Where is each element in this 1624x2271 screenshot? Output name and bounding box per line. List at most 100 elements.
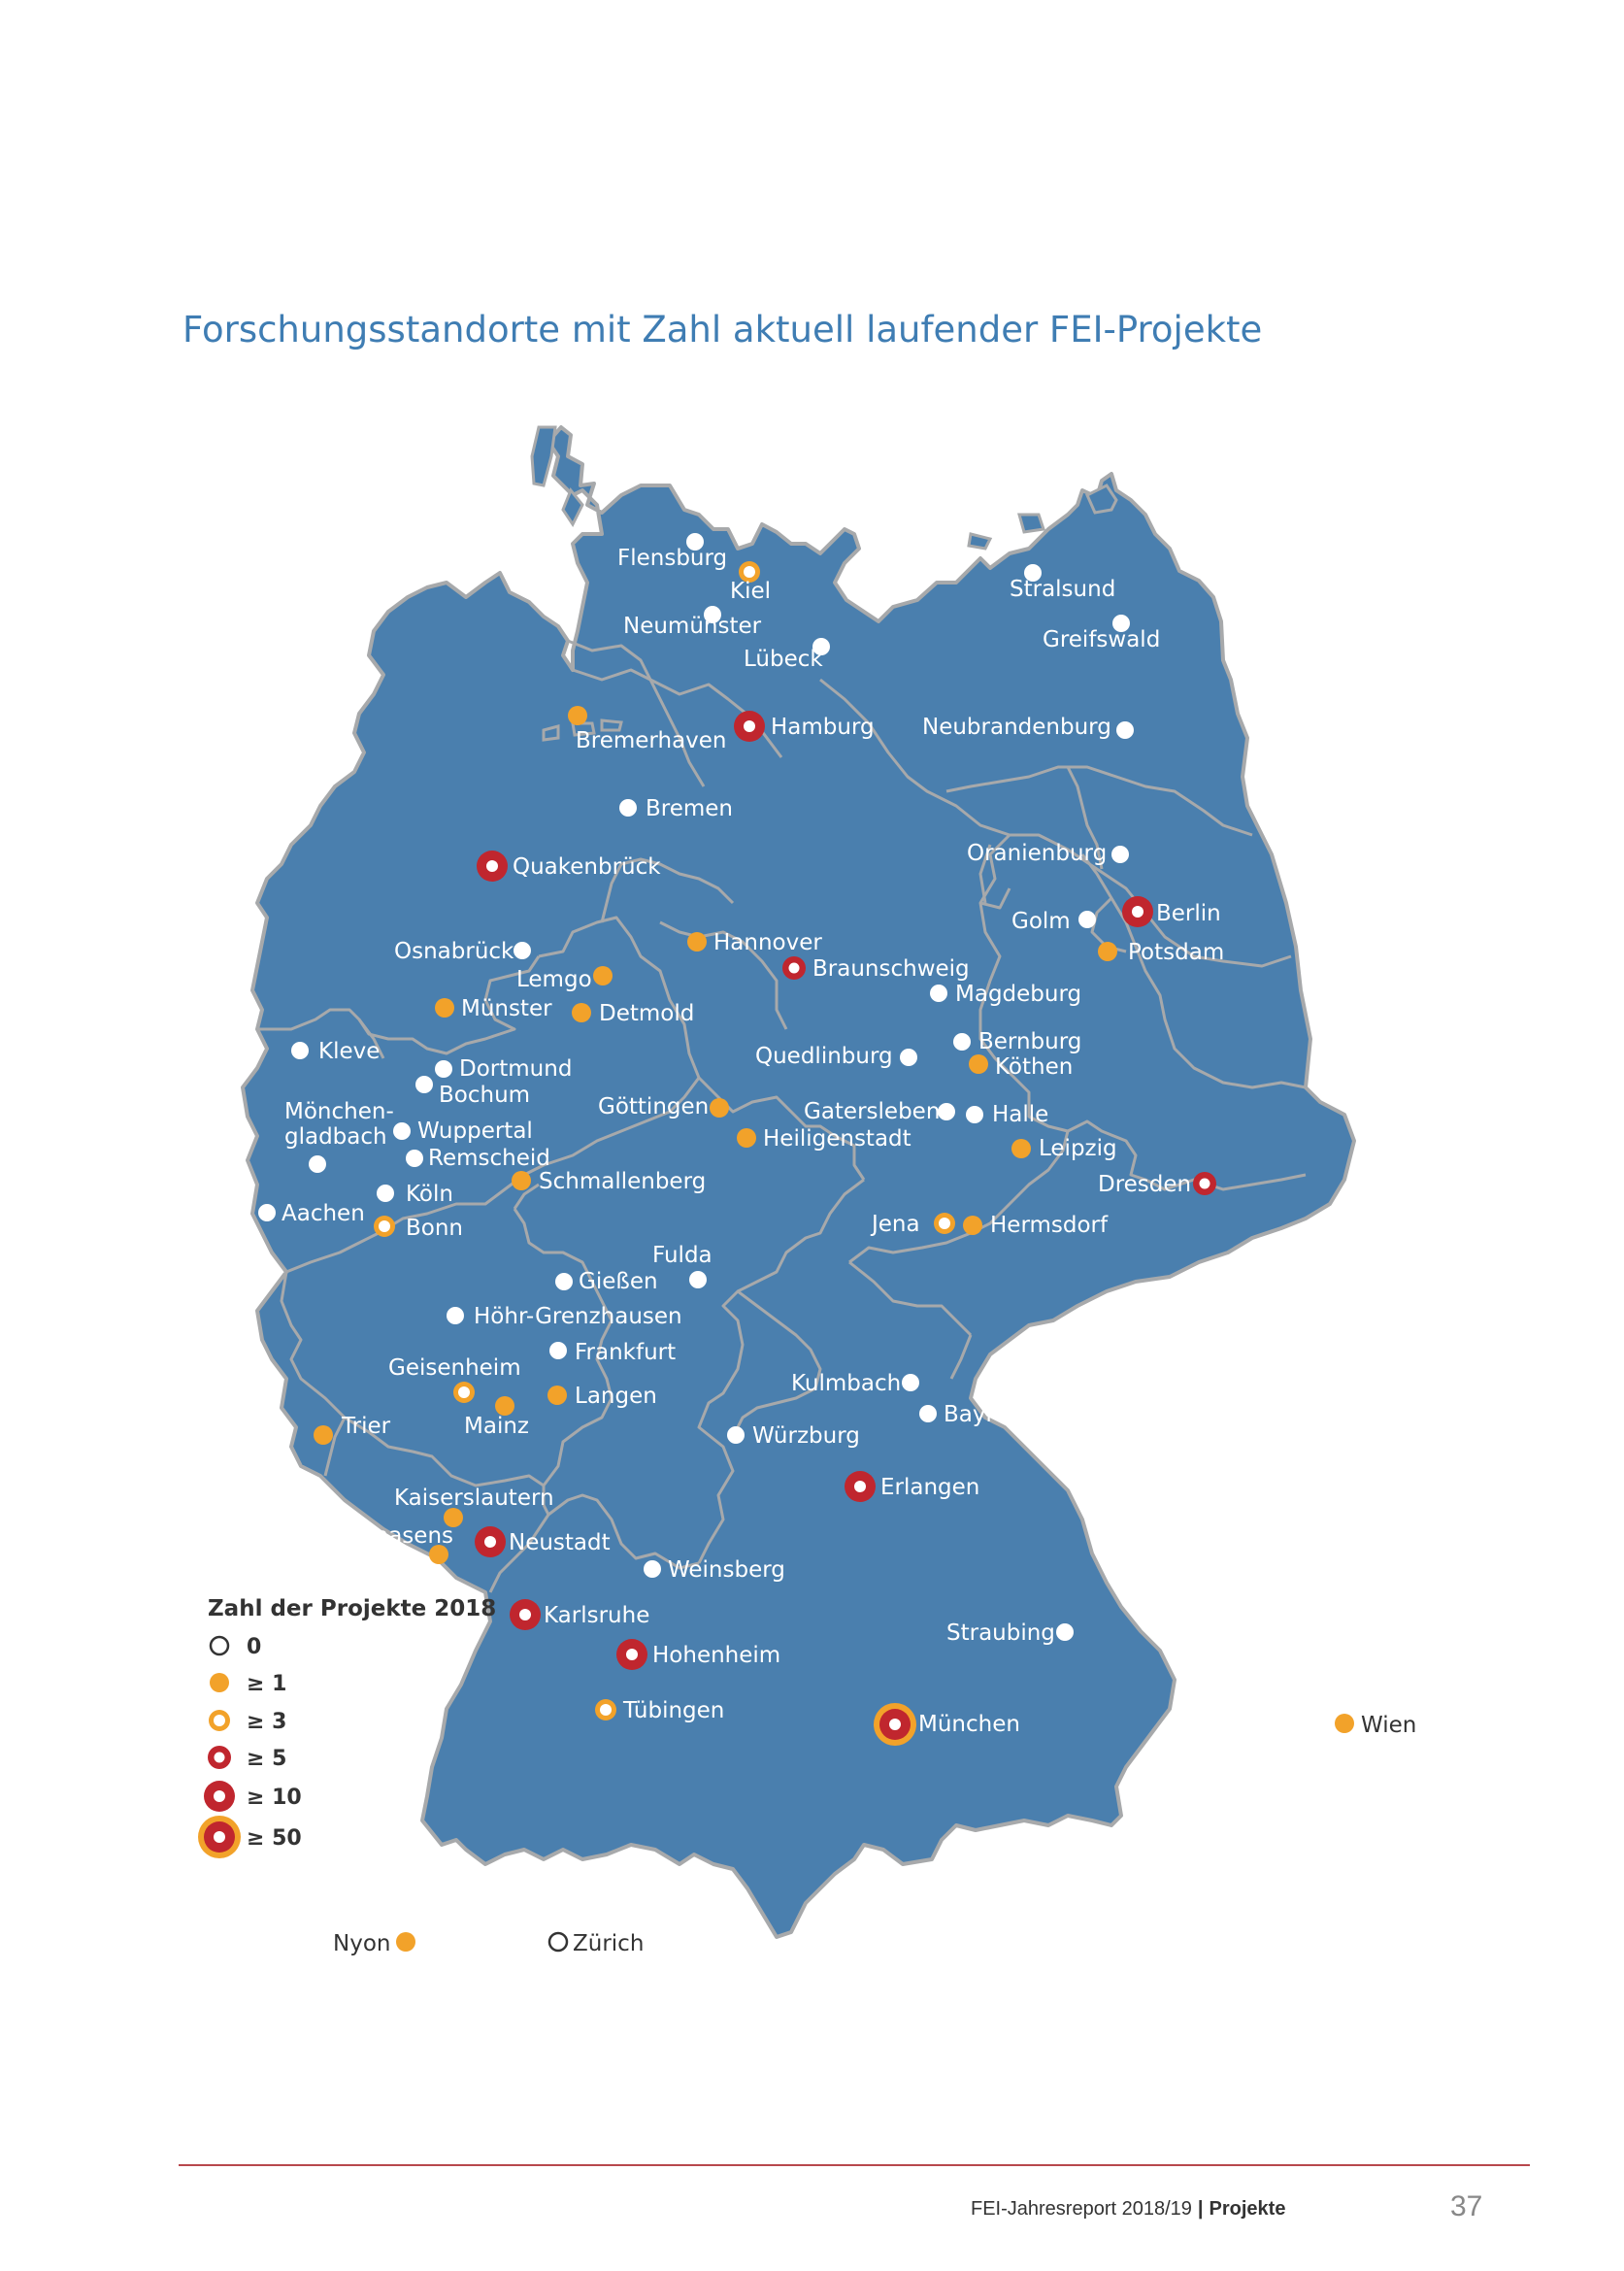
label-neubrandenburg: Neubrandenburg [922, 715, 1111, 740]
legend-title: Zahl der Projekte 2018 [208, 1596, 496, 1621]
label-trier: Trier [341, 1414, 391, 1439]
label-hermsdorf: Hermsdorf [990, 1213, 1109, 1238]
marker-bonn [374, 1216, 395, 1237]
marker-hermsdorf [963, 1216, 982, 1235]
label-tübingen: Tübingen [622, 1698, 724, 1723]
label-quedlinburg: Quedlinburg [755, 1044, 893, 1069]
marker-quedlinburg [900, 1049, 917, 1066]
marker-kleve [291, 1042, 309, 1059]
marker-flensburg [686, 533, 704, 551]
label-frankfurt: Frankfurt [575, 1340, 676, 1365]
marker-detmold [572, 1003, 591, 1022]
legend-label-10: ≥ 10 [247, 1786, 302, 1810]
label-bremen: Bremen [646, 796, 733, 821]
marker-münster [435, 998, 454, 1018]
marker-stralsund [1024, 564, 1042, 582]
label-weinsberg: Weinsberg [668, 1557, 785, 1583]
footer-report: FEI-Jahresreport 2018/19 [971, 2198, 1192, 2220]
label-zürich: Zürich [573, 1931, 644, 1956]
label-greifswald: Greifswald [1043, 627, 1160, 652]
label-wien: Wien [1361, 1713, 1416, 1738]
label-lübeck: Lübeck [744, 647, 823, 672]
legend-marker-1 [210, 1673, 229, 1692]
legend-label-50: ≥ 50 [247, 1826, 302, 1851]
marker-schmallenberg [512, 1171, 531, 1190]
marker-lemgo [593, 966, 613, 985]
marker-straubing [1056, 1623, 1074, 1641]
footer-section: Projekte [1209, 2198, 1286, 2220]
marker-erlangen [845, 1471, 876, 1502]
germany-land [241, 425, 1356, 1939]
marker-karlsruhe [510, 1599, 541, 1630]
label-bayreuth: Bayreuth [944, 1402, 1045, 1427]
footer: FEI-Jahresreport 2018/19 | Projekte [971, 2198, 1285, 2221]
legend-label-0: 0 [247, 1635, 261, 1659]
label-neustadt: Neustadt [509, 1530, 611, 1555]
legend-marker-50 [198, 1816, 241, 1858]
label-lemgo: Lemgo [516, 967, 592, 992]
label-hannover: Hannover [713, 930, 822, 955]
marker-heiligenstadt [737, 1128, 756, 1148]
label-köthen: Köthen [995, 1054, 1073, 1080]
label-leipzig: Leipzig [1039, 1136, 1117, 1161]
label-erlangen: Erlangen [880, 1475, 979, 1500]
label-magdeburg: Magdeburg [955, 982, 1081, 1007]
label-kulmbach: Kulmbach [791, 1371, 901, 1396]
label-dortmund: Dortmund [459, 1056, 572, 1082]
label-mainz: Mainz [464, 1414, 529, 1439]
marker-greifswald [1112, 615, 1130, 632]
marker-berlin [1122, 896, 1153, 927]
label-gießen: Gießen [579, 1269, 658, 1294]
label-braunschweig: Braunschweig [812, 956, 970, 982]
label-stralsund: Stralsund [1010, 577, 1115, 602]
label-dresden: Dresden [1098, 1172, 1191, 1197]
marker-braunschweig [782, 956, 806, 980]
marker-potsdam [1098, 942, 1117, 961]
marker-bayreuth [919, 1405, 937, 1422]
label-münchen: München [918, 1712, 1020, 1737]
label-halle: Halle [992, 1102, 1048, 1127]
legend-label-5: ≥ 5 [247, 1747, 286, 1771]
legend: Zahl der Projekte 2018 0 ≥ 1 ≥ 3 ≥ 5 ≥ 10 ≥ 50 [198, 1596, 496, 1858]
label-potsdam: Potsdam [1128, 940, 1224, 965]
label-pirmasens: Pirmasens [339, 1523, 453, 1549]
marker-wien [1335, 1714, 1354, 1733]
marker-halle [966, 1106, 983, 1123]
label-kiel: Kiel [730, 579, 771, 604]
marker-köln [377, 1185, 394, 1202]
footer-rule [179, 2164, 1530, 2166]
marker-aachen [258, 1204, 276, 1221]
label-heiligenstadt: Heiligenstadt [763, 1126, 911, 1152]
label-berlin: Berlin [1156, 901, 1221, 926]
label-bonn: Bonn [406, 1216, 463, 1241]
marker-jena [934, 1213, 955, 1234]
label-hohenheim: Hohenheim [652, 1643, 780, 1668]
marker-kaiserslautern [444, 1508, 463, 1527]
marker-dortmund [435, 1060, 452, 1078]
marker-mainz [495, 1396, 514, 1416]
marker-neubrandenburg [1116, 721, 1134, 739]
marker-hamburg [734, 711, 765, 742]
label-münster: Münster [461, 996, 552, 1021]
marker-bremerhaven [568, 706, 587, 725]
label-würzburg: Würzburg [752, 1423, 860, 1449]
label-bremerhaven: Bremerhaven [576, 728, 727, 753]
marker-wuppertal [393, 1122, 411, 1140]
label-kleve: Kleve [318, 1039, 380, 1064]
marker-göttingen [710, 1098, 729, 1118]
marker-dresden [1193, 1172, 1216, 1195]
marker-oranienburg [1111, 846, 1129, 863]
marker-leipzig [1011, 1139, 1031, 1158]
legend-label-3: ≥ 3 [247, 1710, 286, 1734]
marker-neustadt [475, 1526, 506, 1557]
label-kaiserslautern: Kaiserslautern [394, 1486, 554, 1511]
label-gladbach: gladbach [284, 1124, 387, 1150]
label-geisenheim: Geisenheim [388, 1355, 521, 1381]
label-schmallenberg: Schmallenberg [539, 1169, 706, 1194]
label-mönchen: Mönchen- [284, 1099, 394, 1124]
label-bochum: Bochum [439, 1083, 530, 1108]
marker-höhr-grenzhausen [447, 1307, 464, 1324]
marker-köthen [969, 1054, 988, 1074]
marker-weinsberg [644, 1560, 661, 1578]
